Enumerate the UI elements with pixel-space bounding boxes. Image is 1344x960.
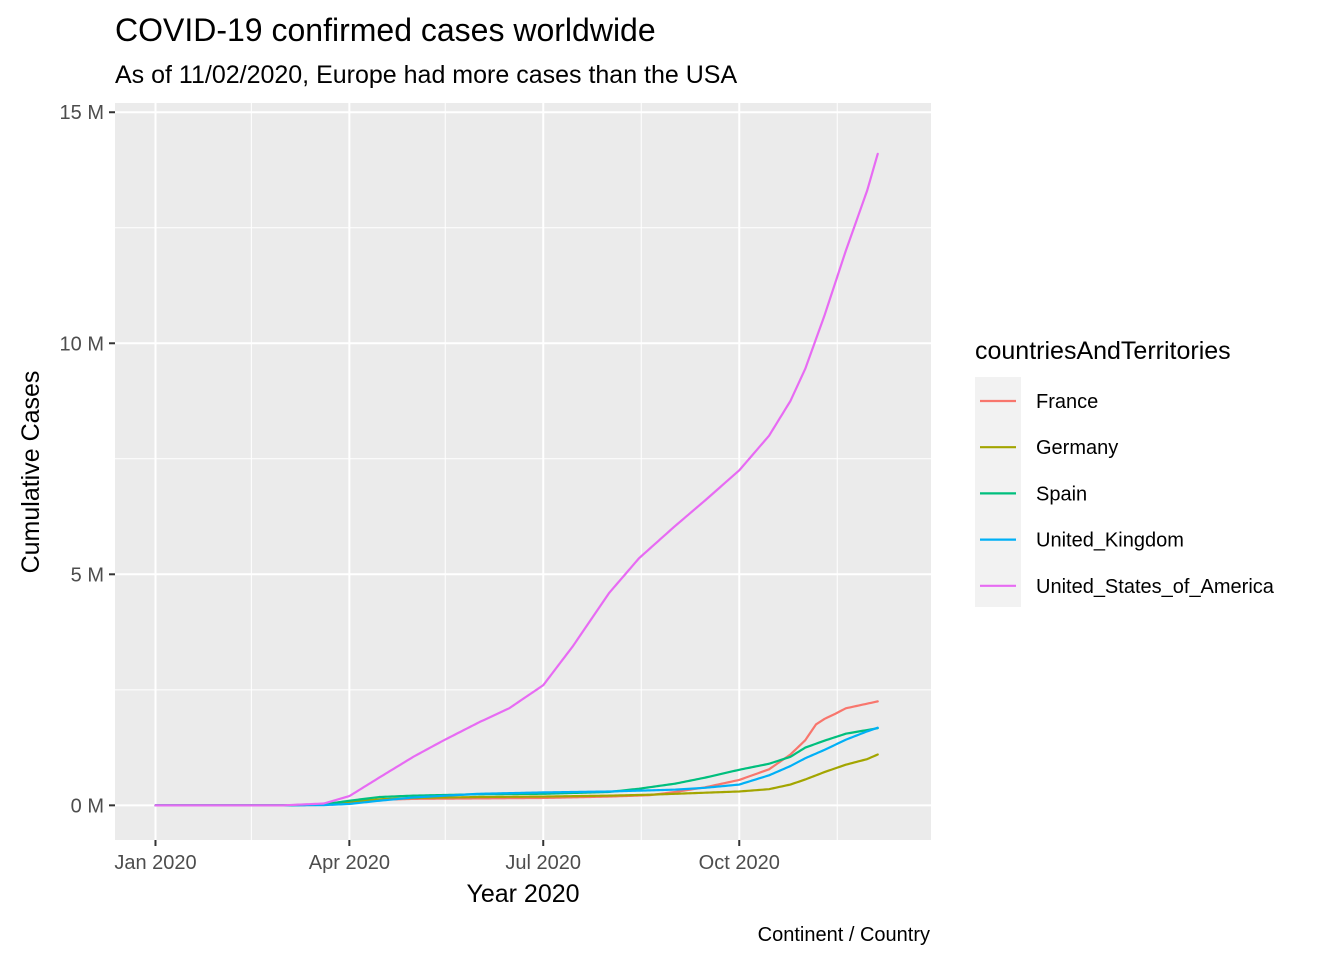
y-tick-label: 15 M <box>60 102 104 124</box>
legend-label-germany: Germany <box>1036 437 1118 459</box>
chart-title: COVID-19 confirmed cases worldwide <box>115 12 656 48</box>
x-axis-title: Year 2020 <box>466 880 579 908</box>
legend-label-united-kingdom: United_Kingdom <box>1036 530 1184 552</box>
y-tick-label: 10 M <box>60 333 104 355</box>
x-tick-label: Jul 2020 <box>505 852 581 874</box>
data-lines <box>154 152 879 807</box>
y-axis: 0 M 5 M 10 M 15 M <box>60 102 115 817</box>
legend: countriesAndTerritories France Germany Spa… <box>975 337 1275 607</box>
y-tick-label: 0 M <box>71 795 104 817</box>
y-axis-title: Cumulative Cases <box>17 371 45 574</box>
chart-subtitle: As of 11/02/2020, Europe had more cases … <box>115 61 737 89</box>
legend-key-background <box>975 377 1021 607</box>
x-axis: Jan 2020 Apr 2020 Jul 2020 Oct 2020 <box>114 840 780 874</box>
legend-title: countriesAndTerritories <box>975 337 1231 365</box>
x-tick-label: Apr 2020 <box>309 852 390 874</box>
series-line-united-states-of-america <box>154 152 879 807</box>
chart-caption: Continent / Country <box>758 924 930 946</box>
y-tick-label: 5 M <box>71 564 104 586</box>
legend-label-united-states-of-america: United_States_of_America <box>1036 576 1275 598</box>
plot-panel <box>115 103 931 840</box>
x-tick-label: Jan 2020 <box>114 852 196 874</box>
legend-label-france: France <box>1036 391 1098 413</box>
x-tick-label: Oct 2020 <box>699 852 780 874</box>
grid-lines <box>115 103 931 840</box>
legend-label-spain: Spain <box>1036 483 1087 505</box>
